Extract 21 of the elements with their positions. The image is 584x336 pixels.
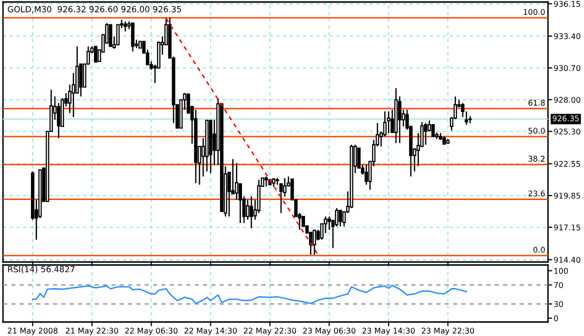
- candlestick: [312, 229, 316, 256]
- candlestick: [431, 124, 435, 138]
- candlestick: [334, 207, 338, 227]
- candlestick: [328, 216, 331, 230]
- candlestick: [131, 22, 134, 52]
- candlestick: [250, 196, 254, 229]
- candlestick: [108, 24, 112, 48]
- candlestick: [424, 122, 428, 146]
- candlestick: [264, 176, 268, 188]
- candlestick: [386, 110, 390, 134]
- candlestick: [338, 209, 342, 227]
- candlestick: [364, 164, 368, 186]
- candlestick: [234, 162, 238, 200]
- chart-title: GOLD,M30 926.32 926.60 926.00 926.35: [8, 6, 182, 14]
- candlestick: [468, 115, 472, 124]
- candlestick: [124, 20, 128, 32]
- candlestick: [116, 24, 120, 46]
- line-series: [32, 284, 468, 304]
- candlestick: [94, 46, 98, 63]
- chart-title: RSI(14) 56.4827: [8, 266, 74, 274]
- candlestick: [398, 96, 402, 144]
